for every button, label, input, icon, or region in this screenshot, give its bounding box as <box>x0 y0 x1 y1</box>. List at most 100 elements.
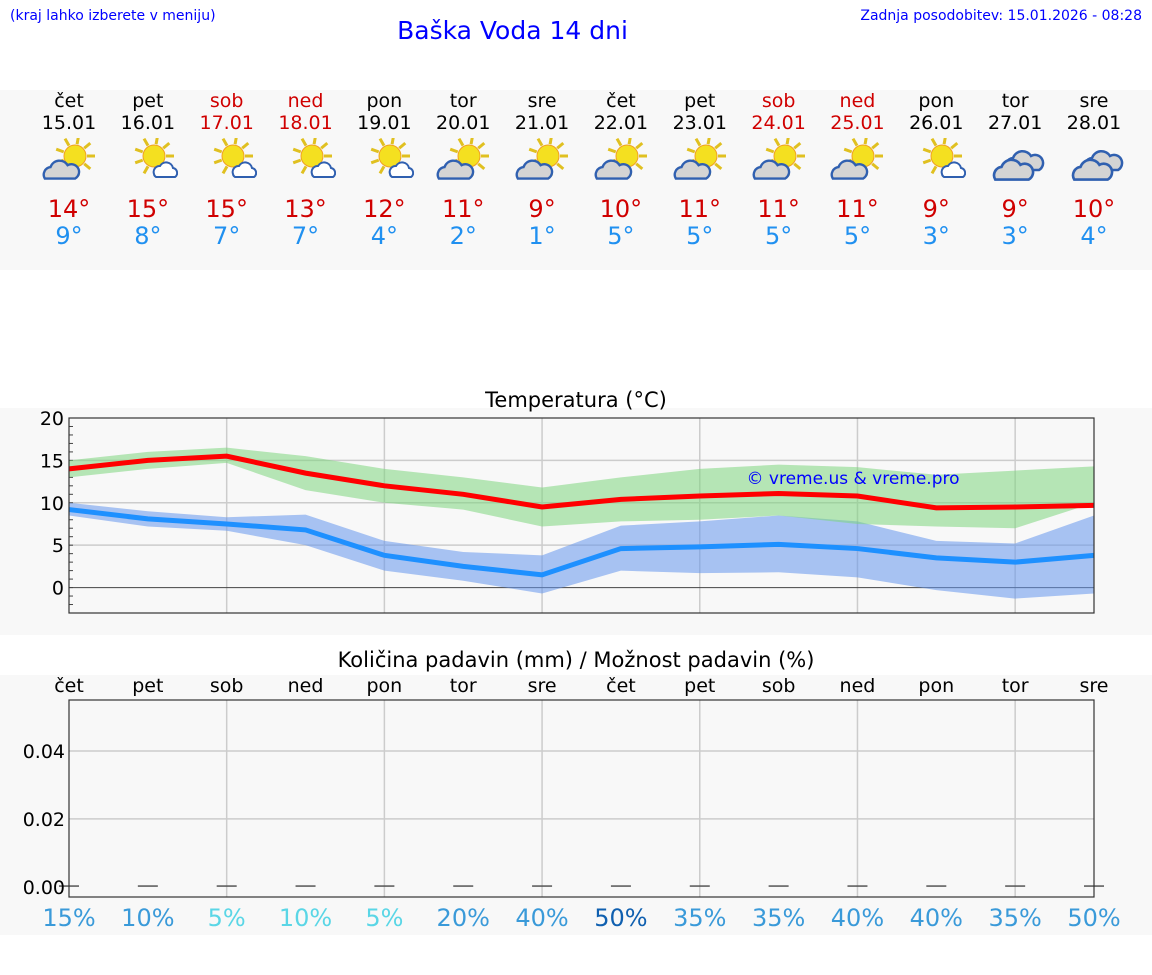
day-date: 15.01 <box>41 112 97 134</box>
min-temp: 4° <box>1080 222 1108 250</box>
min-temp-line <box>68 507 1095 578</box>
day-forecast: ned 18.01 13° 7° <box>267 90 345 250</box>
x-day-label: pet <box>684 675 716 697</box>
day-name: ned <box>287 90 324 112</box>
watermark: © vreme.us & vreme.pro <box>746 469 959 489</box>
precip-probability: 10% <box>121 904 175 932</box>
max-temp: 15° <box>205 195 248 223</box>
day-date: 26.01 <box>909 112 964 134</box>
precip-probability: 40% <box>830 904 885 932</box>
min-temp: 4° <box>370 222 399 250</box>
precip-probability: 15% <box>42 904 96 932</box>
max-temp: 13° <box>284 195 327 223</box>
partly-cloudy-gray-icon <box>827 136 887 186</box>
precip-bar <box>768 885 789 887</box>
x-day-label: čet <box>54 675 84 697</box>
max-temp: 9° <box>1001 195 1029 223</box>
partly-cloudy-gray-icon <box>670 136 730 186</box>
precipitation-chart: 0.04 0.02 0.00 <box>23 699 1104 899</box>
max-temp: 12° <box>363 195 406 223</box>
x-day-label: sre <box>1079 675 1109 697</box>
partly-cloudy-gray-icon <box>39 136 99 186</box>
last-update: Zadnja posodobitev: 15.01.2026 - 08:28 <box>860 8 1142 24</box>
day-date: 21.01 <box>514 112 570 134</box>
day-date: 17.01 <box>199 112 254 134</box>
min-temp: 5° <box>607 222 635 250</box>
day-name: tor <box>1001 90 1029 112</box>
day-forecast: čet 15.01 14° 9° <box>30 90 108 250</box>
sun-small-cloud-icon <box>354 136 415 186</box>
y-tick-label: 10 <box>40 493 64 515</box>
precip-bar <box>1005 885 1026 887</box>
cloudy-icon <box>985 138 1045 186</box>
min-temp: 9° <box>55 222 83 250</box>
day-forecast: pet 16.01 15° 8° <box>109 90 187 250</box>
day-name: čet <box>54 90 84 112</box>
precip-bar <box>532 885 553 887</box>
sun-small-cloud-icon <box>118 136 178 186</box>
max-temp: 9° <box>922 195 950 223</box>
precip-bar <box>453 885 474 887</box>
temperature-chart-title: Temperatura (°C) <box>485 388 667 412</box>
day-forecast: tor 27.01 9° 3° <box>976 90 1054 250</box>
day-date: 20.01 <box>436 112 491 134</box>
precip-bar <box>610 885 631 887</box>
x-day-label: čet <box>606 675 636 697</box>
x-day-label: pon <box>366 675 403 697</box>
location-hint: (kraj lahko izberete v meniju) <box>10 8 216 24</box>
min-temp: 3° <box>922 222 950 250</box>
day-date: 18.01 <box>278 112 333 134</box>
day-forecast: tor 20.01 11° 2° <box>424 90 502 250</box>
precip-probability: 5% <box>365 904 404 932</box>
day-forecast: čet 22.01 10° 5° <box>582 90 660 250</box>
day-name: sre <box>1079 90 1109 112</box>
day-name: pon <box>918 90 955 112</box>
max-temp: 11° <box>678 195 722 223</box>
day-name: ned <box>839 90 876 112</box>
day-forecast: ned 25.01 11° 5° <box>818 90 896 250</box>
max-temp: 11° <box>441 195 485 223</box>
day-name: čet <box>606 90 636 112</box>
day-date: 27.01 <box>987 112 1043 134</box>
daily-forecast-strip: čet 15.01 14° 9° pet 16.01 15° 8° sob 17.0… <box>0 90 1152 270</box>
y-tick-label: 15 <box>40 450 64 472</box>
x-day-label: sob <box>209 675 244 697</box>
precip-probability: 35% <box>673 904 727 932</box>
day-name: pet <box>132 90 164 112</box>
precip-probability: 20% <box>436 904 490 932</box>
min-temp: 5° <box>764 222 793 250</box>
sun-small-cloud-icon <box>197 136 257 186</box>
precip-bar <box>374 885 395 887</box>
precip-probability: 35% <box>988 904 1042 932</box>
day-forecast: pon 26.01 9° 3° <box>897 90 975 250</box>
precip-probability: 50% <box>1067 904 1121 932</box>
precip-probability: 5% <box>207 904 246 932</box>
precip-bar <box>689 885 710 887</box>
x-day-label: pon <box>918 675 955 697</box>
day-forecast: sob 17.01 15° 7° <box>188 90 266 250</box>
x-day-label: tor <box>449 675 477 697</box>
precip-bar <box>216 885 237 887</box>
max-temp: 15° <box>126 195 170 223</box>
max-temp: 10° <box>599 195 643 223</box>
day-name: sob <box>761 90 796 112</box>
day-forecast: pet 23.01 11° 5° <box>661 90 739 250</box>
x-day-label: sob <box>761 675 796 697</box>
x-day-label: pet <box>132 675 164 697</box>
precipitation-chart-title: Količina padavin (mm) / Možnost padavin … <box>337 648 815 672</box>
day-forecast: pon 19.01 12° 4° <box>345 90 423 250</box>
precip-probability: 50% <box>594 904 648 932</box>
page-title: Baška Voda 14 dni <box>397 16 628 45</box>
plot-frame <box>68 417 1095 614</box>
x-day-label: ned <box>287 675 324 697</box>
partly-cloudy-gray-icon <box>749 136 809 186</box>
max-temp-line <box>68 453 1095 511</box>
day-date: 16.01 <box>120 112 176 134</box>
min-temp: 3° <box>1001 222 1029 250</box>
max-range-band <box>69 447 1094 529</box>
max-temp: 14° <box>47 195 91 223</box>
precip-bar <box>847 885 868 887</box>
day-forecast: sob 24.01 11° 5° <box>740 90 818 250</box>
day-date: 25.01 <box>830 112 885 134</box>
temperature-chart: 20 15 10 5 0 © vreme.us & vreme.pro <box>40 408 1095 614</box>
